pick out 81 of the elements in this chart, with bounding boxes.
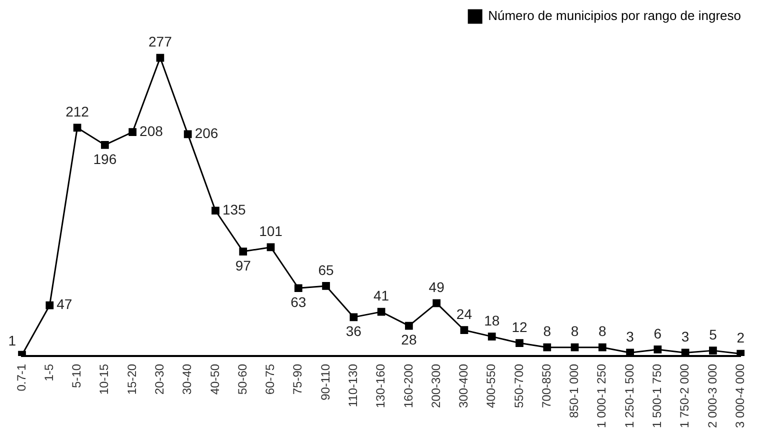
data-label: 206 [194,125,218,142]
x-tick-label: 10-15 [97,364,112,395]
data-label: 3 [626,328,634,345]
x-tick-label: 2 000-3 000 [705,364,720,428]
x-tick-label: 110-130 [346,364,360,408]
x-tick-label: 1 500-1 750 [650,364,664,428]
x-tick-label: 550-700 [512,364,526,408]
point [73,124,82,132]
x-tick-label: 15-20 [124,364,139,395]
x-tick-label: 5-10 [70,364,84,388]
point [100,141,109,149]
point [46,301,54,310]
x-tick-label: 20-30 [152,364,167,395]
point [460,326,468,334]
x-tick-label: 50-60 [235,364,250,395]
data-label: 1 [8,332,16,349]
data-label: 65 [318,262,334,278]
point [543,343,552,352]
data-label: 196 [93,150,117,167]
point [488,332,496,340]
x-tick-label: 60-75 [263,364,278,395]
point [516,339,524,347]
data-label: 135 [222,201,246,218]
x-tick-label: 300-400 [456,364,471,408]
data-label: 63 [290,294,306,310]
x-tick-label: 1-5 [42,364,56,382]
point [626,348,634,356]
point [184,130,192,138]
x-tick-label: 0.7-1 [14,364,28,392]
point [156,54,164,62]
point [294,284,302,292]
x-tick-label: 40-50 [208,364,222,395]
legend-label: Número de municipios por rango de ingreso [488,8,742,24]
data-label: 3 [681,328,690,345]
point [405,322,413,330]
data-label: 47 [56,296,72,312]
data-label: 8 [598,323,607,340]
x-tick-label: 1 750-2 000 [678,364,692,428]
data-label: 41 [374,288,390,304]
point [681,348,690,356]
x-tick-label: 90-110 [318,364,332,400]
data-label: 2 [736,330,745,346]
data-label: 277 [148,34,172,50]
x-tick-label: 75-90 [290,364,305,395]
data-label: 212 [66,104,90,120]
x-tick-label: 200-300 [428,364,443,408]
data-label: 5 [709,326,718,342]
point [570,343,579,352]
data-label: 49 [428,279,445,296]
x-tick-label: 160-200 [401,364,416,408]
point [654,346,662,354]
x-tick-label: 700-850 [539,364,554,408]
x-tick-label: 130-160 [374,364,388,408]
point [266,243,275,252]
data-label: 24 [456,306,472,322]
x-tick-label: 30-40 [180,364,194,395]
point [212,206,220,215]
point [432,299,441,308]
point [377,308,386,316]
data-label: 18 [484,312,500,328]
point [128,128,136,136]
x-tick-label: 3 000-4 000 [732,364,747,428]
point [322,282,330,290]
point [736,350,745,356]
data-label: 36 [346,323,362,340]
data-label: 101 [259,223,283,240]
x-tick-label: 400-550 [484,364,498,408]
data-label: 208 [140,122,164,139]
data-label: 6 [654,325,662,342]
point [598,343,606,352]
point [350,313,358,322]
x-tick-label: 850-1 000 [567,364,582,418]
data-label: 8 [570,323,579,340]
point [709,346,717,354]
data-label: 8 [543,323,552,340]
data-label: 28 [401,332,417,348]
data-label: 12 [512,318,528,335]
point [239,248,248,256]
data-label: 97 [235,257,252,274]
x-tick-label: 1 000-1 250 [594,364,609,428]
x-tick-label: 1 250-1 500 [622,364,636,428]
